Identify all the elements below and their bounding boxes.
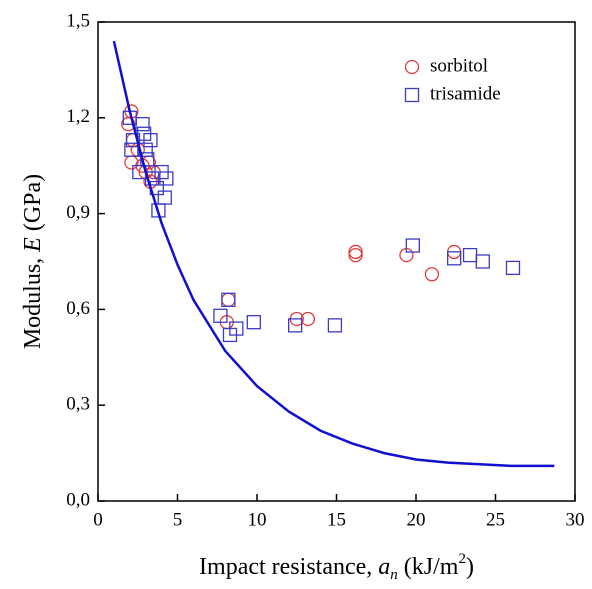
plot-frame <box>97 21 576 502</box>
point <box>288 318 303 333</box>
point <box>213 308 228 323</box>
y-tick-label: 0,0 <box>66 489 90 510</box>
point <box>405 238 420 253</box>
point <box>221 292 236 307</box>
x-tick-label: 20 <box>407 509 426 530</box>
x-tick-label: 10 <box>248 509 267 530</box>
point <box>229 321 244 336</box>
point <box>135 117 150 132</box>
point <box>140 152 155 167</box>
x-tick-label: 15 <box>327 509 346 530</box>
x-axis-title-part: a <box>378 554 390 580</box>
legend-label: trisamide <box>430 83 501 104</box>
y-tick-label: 1,2 <box>66 106 90 127</box>
x-axis-title-part: (kJ/m <box>398 554 459 580</box>
point <box>475 254 490 269</box>
point <box>462 247 478 263</box>
y-tick-label: 0,9 <box>66 202 90 223</box>
point <box>348 244 363 260</box>
point <box>447 251 462 266</box>
point <box>157 190 172 205</box>
x-tick-label: 0 <box>93 509 103 530</box>
x-tick-label: 5 <box>173 509 183 530</box>
point <box>159 171 174 186</box>
x-axis-title-part: 2 <box>458 551 466 567</box>
fit-curve <box>112 40 555 468</box>
legend-label: sorbitol <box>430 55 488 76</box>
y-tick-label: 1,5 <box>66 10 90 31</box>
x-tick-label: 25 <box>486 509 505 530</box>
point <box>424 267 440 282</box>
y-axis-title: Modulus, E (GPa) <box>20 174 46 349</box>
point <box>246 315 261 330</box>
x-tick-label: 30 <box>566 509 585 530</box>
y-tick-label: 0,6 <box>66 298 90 319</box>
point <box>124 142 139 157</box>
y-axis-title-part: (GPa) <box>20 174 46 237</box>
point <box>143 133 158 148</box>
point <box>505 260 521 276</box>
x-axis-title-part: ) <box>466 554 474 580</box>
y-axis-title-part: Modulus, <box>20 252 46 349</box>
x-axis-title: Impact resistance, an (kJ/m2) <box>199 551 474 583</box>
x-axis-title-part: n <box>390 567 398 583</box>
legend-marker <box>404 59 420 75</box>
y-tick-label: 0,3 <box>66 394 90 415</box>
point <box>348 247 363 263</box>
point <box>327 318 343 333</box>
point <box>221 292 236 307</box>
legend-marker <box>404 87 420 103</box>
x-axis-title-part: Impact resistance, <box>199 554 378 580</box>
y-axis-title-part: E <box>20 237 46 253</box>
